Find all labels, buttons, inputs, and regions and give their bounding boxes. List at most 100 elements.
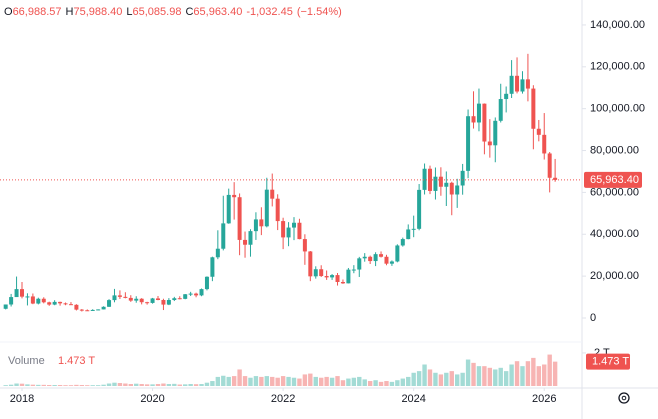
volume-bar <box>221 375 226 386</box>
volume-bar <box>552 361 558 386</box>
candle-body <box>248 231 253 245</box>
volume-bar <box>117 383 123 386</box>
volume-bar <box>226 376 231 386</box>
settings-icon[interactable] <box>618 392 630 404</box>
candle-body <box>449 182 454 195</box>
volume-bar <box>193 384 199 386</box>
volume-bar <box>30 384 36 386</box>
candle-body <box>292 222 296 228</box>
candle-body <box>351 269 356 271</box>
volume-bar <box>406 376 411 386</box>
volume-bar <box>335 376 340 386</box>
volume-bar <box>471 362 476 386</box>
volume-bar <box>444 372 449 386</box>
candle-body <box>346 269 351 284</box>
volume-bar <box>8 384 14 386</box>
volume-bar <box>460 372 465 386</box>
candle-body <box>308 251 313 277</box>
volume-bar <box>90 385 95 386</box>
candle-body <box>172 298 177 300</box>
volume-bar <box>101 384 106 386</box>
candle-body <box>493 120 498 146</box>
x-tick-label: 2018 <box>10 393 34 405</box>
legend-value: 75,988.40 <box>73 6 122 18</box>
volume-bar <box>422 364 427 386</box>
candle-body <box>20 289 24 297</box>
candle-body <box>183 294 188 299</box>
candle-body <box>36 298 41 304</box>
volume-bar <box>319 377 324 386</box>
candle-body <box>476 103 481 123</box>
volume-bar <box>531 357 536 386</box>
candle-body <box>504 93 509 100</box>
volume-bar <box>482 366 487 386</box>
candle-body <box>117 295 122 297</box>
volume-bar <box>308 373 313 386</box>
volume-bar <box>275 377 280 386</box>
candle-body <box>520 79 525 92</box>
candle-body <box>319 269 324 277</box>
candle-body <box>389 261 394 264</box>
legend-value: 65,085.98 <box>133 6 182 18</box>
y-tick-label: 60,000.00 <box>590 186 639 198</box>
candle-body <box>74 304 79 310</box>
volume-bar <box>340 380 346 386</box>
volume-bar <box>427 369 433 386</box>
y-tick-label: 40,000.00 <box>590 228 639 240</box>
volume-bar <box>74 384 79 386</box>
volume-bar <box>172 383 177 386</box>
volume-bar <box>210 381 215 386</box>
y-tick-label: 20,000.00 <box>590 270 639 282</box>
candle-body <box>286 227 291 238</box>
candle-body <box>128 297 133 301</box>
volume-bar <box>139 384 144 386</box>
volume-bar <box>264 376 269 386</box>
volume-bar <box>270 376 275 386</box>
volume-bar <box>378 381 384 386</box>
y-tick-label: 0 <box>590 312 596 324</box>
candle-body <box>68 304 73 306</box>
volume-bar <box>150 384 155 386</box>
candle-body <box>542 134 547 154</box>
candle-body <box>482 103 487 142</box>
volume-bar <box>498 367 503 386</box>
volume-bar <box>400 378 405 386</box>
candle-body <box>362 256 367 259</box>
candle-body <box>194 293 199 296</box>
candle-body <box>112 295 117 301</box>
legend-change: -1,032.45 <box>246 6 292 18</box>
volume-bar <box>215 376 221 386</box>
last-price-box <box>584 171 642 188</box>
volume-bar <box>155 384 161 386</box>
volume-bar <box>542 364 547 386</box>
candle-body <box>177 298 182 300</box>
candle-body <box>275 198 280 222</box>
volume-bar <box>144 384 150 386</box>
volume-bar <box>204 382 210 386</box>
volume-bar <box>85 385 90 386</box>
legend-key: L <box>126 6 132 18</box>
candle-body <box>471 116 476 123</box>
candle-body <box>90 309 95 311</box>
legend-value: 65,963.40 <box>193 6 242 18</box>
volume-bar <box>465 359 471 386</box>
candle-body <box>525 79 530 89</box>
volume-bar <box>14 383 19 386</box>
legend-value: 66,988.57 <box>13 6 62 18</box>
candle-body <box>237 197 242 240</box>
candle-body <box>264 189 269 227</box>
volume-bar <box>503 371 509 386</box>
candle-body <box>487 141 492 146</box>
candle-body <box>134 298 139 301</box>
volume-bar <box>520 366 525 386</box>
candle-body <box>107 300 112 307</box>
volume-bar <box>253 376 259 386</box>
candle-body <box>101 306 106 310</box>
volume-bar <box>291 377 297 386</box>
last-price-label: 65,963.40 <box>590 174 639 186</box>
volume-bar <box>487 367 493 386</box>
candle-body <box>417 189 422 229</box>
candle-body <box>384 256 389 264</box>
candle-body <box>357 258 362 270</box>
